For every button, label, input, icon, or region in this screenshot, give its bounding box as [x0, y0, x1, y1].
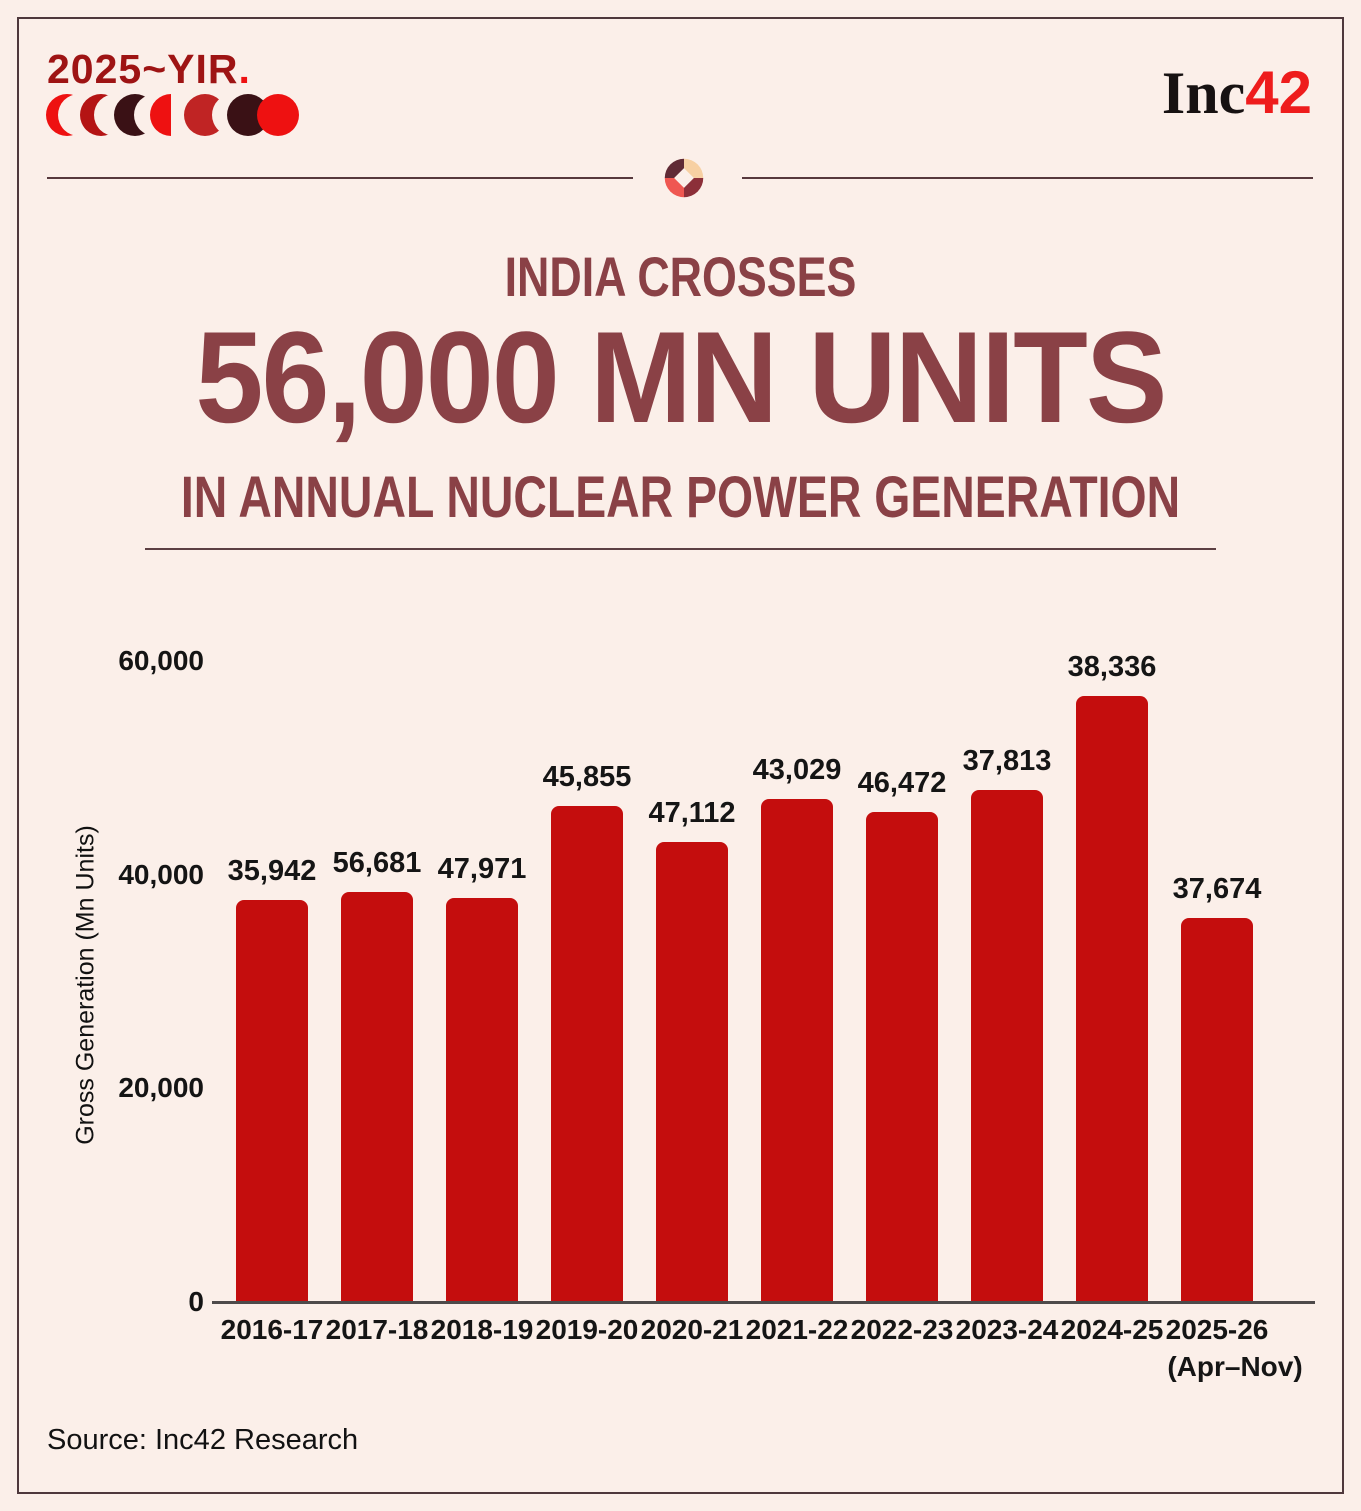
bar-value-label: 35,942 [227, 855, 317, 887]
bar-value-label: 37,813 [962, 745, 1052, 777]
plot-area: 35,942 56,681 47,971 45,855 47,112 43,029 46,4… [225, 651, 1315, 1302]
bar-2023-24 [971, 790, 1043, 1302]
bar-value-label: 45,855 [542, 761, 632, 793]
bar-2018-19 [446, 898, 518, 1302]
title-headline: 56,000 MN UNITS [195, 304, 1167, 450]
bar-2022-23 [866, 812, 938, 1302]
source-note: Source: Inc42 Research [47, 1424, 359, 1456]
bar-2021-22 [761, 799, 833, 1302]
pinwheel-flower-icon [664, 158, 704, 198]
y-tick-label: 40,000 [118, 858, 204, 890]
yir-logo-dot: . [238, 46, 251, 92]
title-subtitle: IN ANNUAL NUCLEAR POWER GENERATION [180, 465, 1181, 530]
yir-2025-logo: 2025~YIR. [47, 46, 251, 93]
bar-2020-21 [656, 842, 728, 1302]
bar-2016-17 [236, 900, 308, 1302]
bar-value-label: 46,472 [857, 767, 947, 799]
x-tick-label: 2024-25 [1060, 1314, 1164, 1345]
x-tick-label: 2023-24 [955, 1314, 1059, 1345]
x-tick-label: 2022-23 [850, 1314, 954, 1345]
y-tick-label: 60,000 [118, 645, 204, 676]
title-kicker: INDIA CROSSES [504, 245, 857, 308]
inc42-logo-42: 42 [1245, 59, 1312, 126]
x-tick-label: 2025-26 [1165, 1314, 1269, 1345]
x-tick-note: (Apr–Nov) [1167, 1351, 1303, 1382]
title-underline [145, 548, 1216, 550]
bar-2019-20 [551, 806, 623, 1302]
bar-value-label: 37,674 [1172, 873, 1262, 905]
x-tick-label: 2021-22 [745, 1314, 849, 1345]
x-tick-label: 2019-20 [535, 1314, 639, 1345]
x-tick-label: 2020-21 [640, 1314, 744, 1345]
bar-value-label: 38,336 [1067, 651, 1157, 683]
y-tick-label: 0 [188, 1286, 204, 1317]
divider-line-left [47, 177, 633, 179]
x-axis-line [212, 1301, 1315, 1304]
x-tick-label: 2017-18 [325, 1314, 429, 1345]
inc42-logo-inc: Inc [1161, 60, 1246, 126]
bar-value-label: 47,112 [648, 797, 736, 829]
y-tick-label: 20,000 [118, 1072, 204, 1104]
x-tick-label: 2018-19 [430, 1314, 534, 1345]
inc42-logo: Inc42 [1162, 58, 1312, 128]
bar-2024-25 [1076, 696, 1148, 1302]
divider-line-right [742, 177, 1313, 179]
bar-value-label: 56,681 [332, 847, 422, 879]
x-tick-label: 2016-17 [220, 1314, 324, 1345]
y-axis-title: Gross Generation (Mn Units) [71, 825, 100, 1145]
bar-value-label: 43,029 [752, 754, 842, 786]
yir-logo-text: 2025~YIR [47, 46, 239, 92]
bar-2025-26 [1181, 918, 1253, 1302]
moon-phases-icon [46, 94, 299, 136]
bar-2017-18 [341, 892, 413, 1302]
bar-value-label: 47,971 [437, 853, 527, 885]
